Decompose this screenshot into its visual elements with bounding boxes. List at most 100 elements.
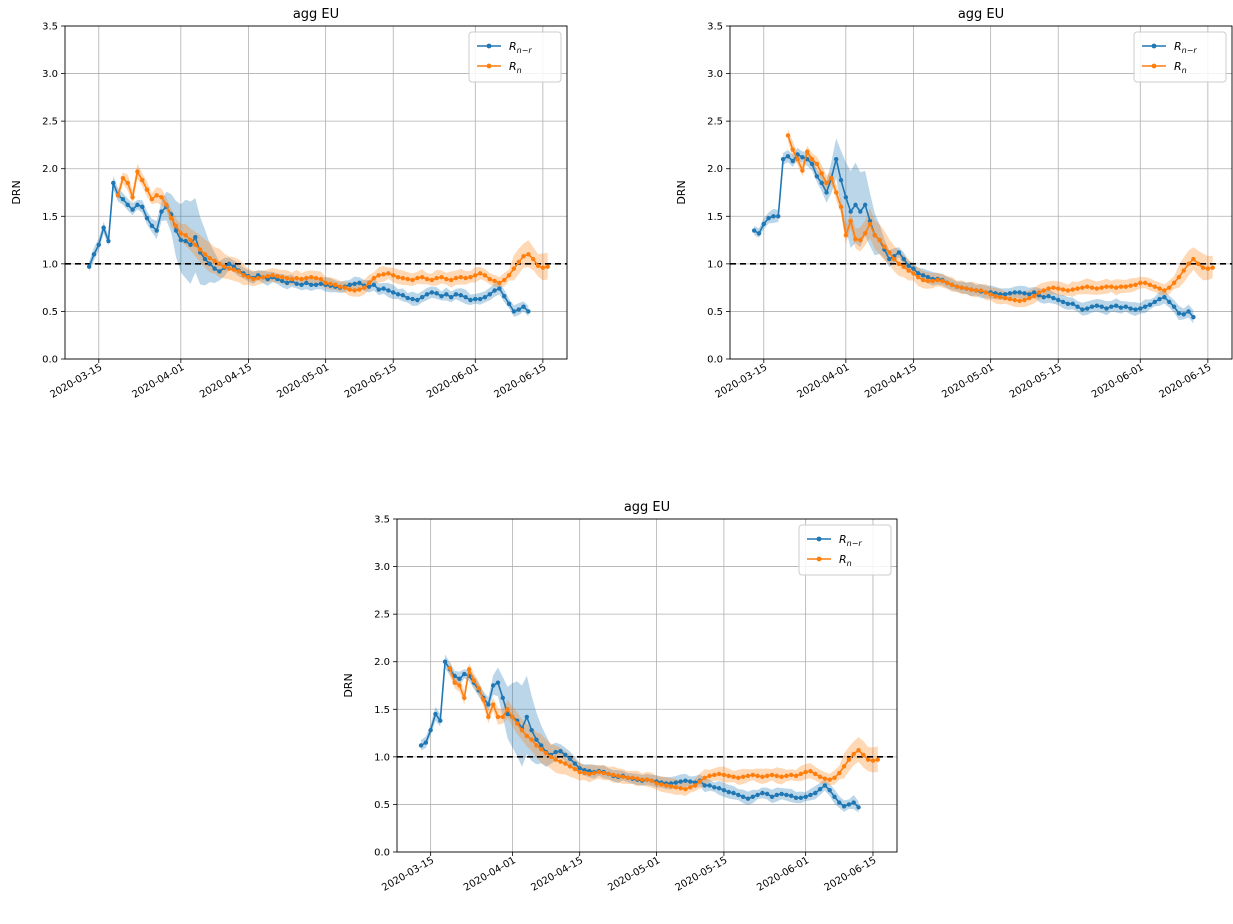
data-point xyxy=(1080,307,1085,312)
data-point xyxy=(1065,301,1071,307)
data-point xyxy=(495,714,501,720)
data-point xyxy=(1051,285,1056,290)
legend-box xyxy=(798,524,892,576)
x-tick-label: 2020-06-15 xyxy=(1158,362,1214,401)
x-tick-label: 2020-05-15 xyxy=(343,362,399,401)
data-point xyxy=(1007,296,1013,302)
data-point xyxy=(202,252,208,257)
y-tick-label: 0.5 xyxy=(42,307,58,318)
data-point xyxy=(1002,295,1008,301)
data-point xyxy=(352,288,357,293)
data-point xyxy=(930,278,935,284)
data-point xyxy=(304,275,309,281)
legend-swatch-marker xyxy=(486,63,492,69)
data-point xyxy=(120,196,126,202)
confidence-band-series-2 xyxy=(787,128,1213,308)
x-tick-label: 2020-05-01 xyxy=(275,362,331,401)
data-point xyxy=(649,778,655,783)
data-point xyxy=(959,285,964,290)
data-point xyxy=(911,271,916,276)
data-point xyxy=(207,255,213,261)
data-point xyxy=(1118,305,1124,310)
data-point xyxy=(813,790,818,796)
y-tick-label: 2.5 xyxy=(42,117,58,128)
data-point xyxy=(487,292,492,297)
legend-label-2: Rn xyxy=(839,553,852,568)
data-point xyxy=(563,752,568,758)
data-point xyxy=(202,256,208,262)
data-point xyxy=(529,728,534,733)
data-point xyxy=(1128,283,1133,288)
data-point xyxy=(838,204,844,209)
y-axis-label: DRN xyxy=(10,180,23,204)
data-point xyxy=(678,786,683,791)
data-point xyxy=(144,187,150,192)
data-point xyxy=(945,280,950,286)
data-point xyxy=(468,297,473,303)
data-point xyxy=(251,276,256,282)
data-point xyxy=(193,242,198,248)
data-point xyxy=(222,264,227,269)
chart-title: agg EU xyxy=(293,7,339,22)
data-point xyxy=(386,288,391,293)
x-tick-label: 2020-06-01 xyxy=(755,855,811,894)
data-point xyxy=(246,274,251,280)
data-point xyxy=(255,275,261,281)
chart-title: agg EU xyxy=(624,500,670,515)
x-tick-label: 2020-05-15 xyxy=(674,855,730,894)
data-point xyxy=(500,695,505,701)
data-point xyxy=(395,292,401,297)
data-point xyxy=(439,294,444,299)
data-point xyxy=(875,757,880,762)
chart-panel-1: 0.0 0.5 1.0 1.5 2.0 2.5 3.0 3.5 2020-03-15 2020-0… xyxy=(10,7,568,401)
data-point xyxy=(865,757,871,762)
x-tick-label: 2020-04-01 xyxy=(131,362,187,401)
x-tick-label: 2020-04-01 xyxy=(796,362,852,401)
data-point xyxy=(1162,294,1167,300)
data-point xyxy=(790,158,795,164)
data-point xyxy=(347,282,352,287)
data-point xyxy=(304,280,309,286)
data-point xyxy=(906,263,911,268)
data-point xyxy=(1181,268,1186,273)
data-point xyxy=(400,293,406,298)
data-point xyxy=(217,269,222,274)
data-point xyxy=(800,168,805,173)
data-point xyxy=(832,794,837,800)
data-point xyxy=(817,787,823,792)
data-point xyxy=(916,271,921,276)
data-point xyxy=(462,695,467,701)
data-point xyxy=(154,193,159,198)
data-point xyxy=(856,747,861,753)
data-point xyxy=(524,733,530,739)
data-point xyxy=(882,244,887,249)
data-point xyxy=(386,271,391,276)
data-point xyxy=(582,770,587,776)
y-tick-label: 3.5 xyxy=(374,515,390,526)
data-point xyxy=(1200,265,1206,270)
data-point xyxy=(901,264,906,269)
data-point xyxy=(500,714,505,720)
data-point xyxy=(1027,295,1032,301)
data-point xyxy=(983,290,989,295)
x-tick-label: 2020-03-15 xyxy=(713,362,769,401)
data-point xyxy=(827,777,832,782)
data-point xyxy=(535,263,541,268)
data-point xyxy=(769,794,775,800)
data-point xyxy=(91,252,97,257)
x-tick-label: 2020-05-01 xyxy=(940,362,996,401)
data-point xyxy=(294,281,299,287)
data-point xyxy=(125,202,130,208)
data-point xyxy=(750,794,755,800)
data-point xyxy=(833,157,839,162)
data-point xyxy=(779,791,784,797)
legend: Rn−r Rn xyxy=(1133,31,1227,83)
data-point xyxy=(482,294,488,300)
data-point xyxy=(1152,299,1157,305)
data-point xyxy=(1147,302,1153,307)
data-point xyxy=(140,177,145,183)
data-point xyxy=(448,277,454,283)
data-point xyxy=(212,266,217,271)
data-point xyxy=(1012,297,1017,303)
